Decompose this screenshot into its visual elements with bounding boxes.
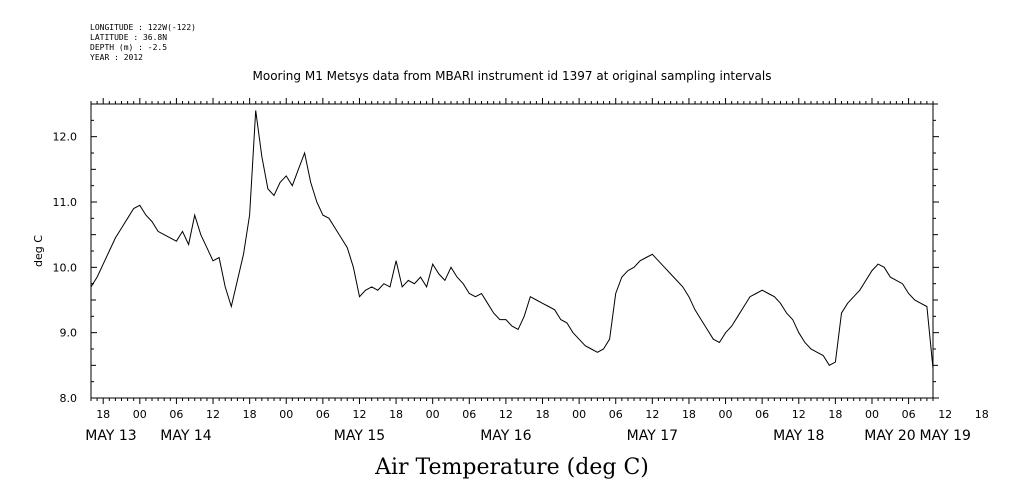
x-hour-label: 12 — [352, 408, 366, 421]
x-day-labels: MAY 13 MAY 14 MAY 15 MAY 16 MAY 17 MAY 18 MAY … — [85, 428, 971, 444]
x-hour-label: 18 — [975, 408, 989, 421]
y-axis-label: deg C — [32, 235, 45, 267]
x-hour-label: 12 — [792, 408, 806, 421]
x-hour-label: 18 — [96, 408, 110, 421]
x-day-label: MAY 19 — [920, 428, 971, 444]
x-hour-label: 06 — [609, 408, 623, 421]
x-day-label: MAY 13 — [85, 428, 136, 444]
x-hour-label: 12 — [938, 408, 952, 421]
x-hour-label: 12 — [499, 408, 513, 421]
x-hour-label: 18 — [682, 408, 696, 421]
x-day-label: MAY 18 — [773, 428, 824, 444]
y-tick-label: 9.0 — [60, 327, 78, 340]
x-hour-label: 06 — [902, 408, 916, 421]
x-day-label: MAY 14 — [160, 428, 211, 444]
x-hour-label: 06 — [316, 408, 330, 421]
x-hour-label: 00 — [133, 408, 147, 421]
plot-frame — [90, 103, 934, 399]
x-hour-label: 18 — [243, 408, 257, 421]
longitude-label: LONGITUDE : 122W(-122) — [90, 23, 196, 32]
depth-label: DEPTH (m) : -2.5 — [90, 43, 167, 52]
x-tick-labels: 18 00 06 12 18 00 06 12 18 00 06 12 18 00 06 12 18 00 06 12… — [96, 408, 989, 421]
x-hour-label: 18 — [536, 408, 550, 421]
x-hour-label: 12 — [645, 408, 659, 421]
x-hour-label: 18 — [389, 408, 403, 421]
x-axis-title: Air Temperature (deg C) — [374, 455, 649, 480]
x-day-label: MAY 15 — [334, 428, 385, 444]
x-hour-label: 06 — [169, 408, 183, 421]
x-hour-label: 06 — [462, 408, 476, 421]
x-hour-label: 12 — [206, 408, 220, 421]
x-hour-label: 06 — [755, 408, 769, 421]
y-tick-label: 12.0 — [53, 131, 78, 144]
temperature-series-line — [90, 110, 934, 369]
x-hour-label: 00 — [426, 408, 440, 421]
x-day-label: MAY 16 — [480, 428, 531, 444]
x-hour-label: 00 — [865, 408, 879, 421]
x-hour-label: 00 — [719, 408, 733, 421]
chart-title: Mooring M1 Metsys data from MBARI instru… — [253, 69, 772, 83]
latitude-label: LATITUDE : 36.8N — [90, 33, 167, 42]
y-tick-label: 8.0 — [60, 392, 78, 405]
y-tick-label: 11.0 — [53, 196, 78, 209]
x-hour-label: 00 — [572, 408, 586, 421]
x-day-label: MAY 20 — [864, 428, 915, 444]
year-label: YEAR : 2012 — [90, 53, 143, 62]
y-tick-labels: 8.0 9.0 10.0 11.0 12.0 — [53, 131, 78, 405]
x-hour-label: 18 — [828, 408, 842, 421]
x-hour-label: 00 — [279, 408, 293, 421]
x-day-label: MAY 17 — [627, 428, 678, 444]
y-tick-label: 10.0 — [53, 261, 78, 274]
axis-ticks — [90, 98, 939, 404]
